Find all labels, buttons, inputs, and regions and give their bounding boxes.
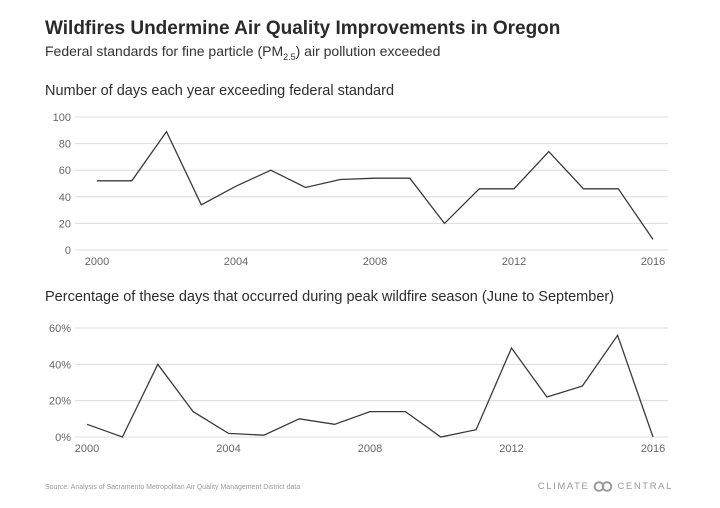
chart1-x-tick-label: 2004	[224, 256, 248, 268]
source-note: Source: Analysis of Sacramento Metropoli…	[45, 484, 301, 491]
chart1-y-tick-label: 0	[65, 245, 71, 257]
chart1-y-tick-label: 100	[53, 112, 71, 124]
chart1-x-tick-label: 2000	[85, 256, 109, 268]
brand-logo: CLIMATE CENTRAL	[538, 481, 673, 492]
chart1-y-tick-label: 60	[59, 165, 71, 177]
climate-central-logo-icon	[594, 481, 613, 492]
subtitle-pre: Federal standards for fine particle (PM	[45, 43, 284, 59]
chart-main-title: Wildfires Undermine Air Quality Improvem…	[45, 18, 561, 39]
subtitle-post: ) air pollution exceeded	[295, 43, 441, 59]
chart1-series-line	[97, 130, 654, 240]
chart1-x-tick-label: 2012	[502, 256, 526, 268]
brand-text-left: CLIMATE	[537, 481, 590, 492]
chart1-title: Number of days each year exceeding feder…	[45, 83, 395, 99]
days-exceeding-chart: 0 20 40 60 80 100 2000 2004 2008 2012 2016	[53, 112, 668, 268]
chart2-x-tick-label: 2016	[641, 443, 665, 455]
chart2-x-tick-label: 2012	[499, 443, 523, 455]
chart1-x-tick-label: 2008	[363, 256, 387, 268]
wildfire-season-percentage-chart: 0% 20% 40% 60% 2000 2004 2008 2012 2016	[49, 323, 668, 455]
chart2-y-tick-label: 20%	[49, 396, 71, 408]
chart2-y-tick-label: 0%	[55, 432, 71, 444]
chart1-x-tick-label: 2016	[641, 256, 665, 268]
subtitle-subscript: 2.5	[283, 51, 296, 62]
chart2-series-line	[86, 333, 654, 438]
chart-subtitle: Federal standards for fine particle (PM2…	[45, 43, 440, 62]
chart2-x-tick-label: 2000	[75, 443, 99, 455]
chart1-y-tick-label: 20	[59, 218, 71, 230]
chart2-y-tick-label: 60%	[49, 323, 71, 335]
chart1-y-tick-label: 80	[59, 139, 71, 151]
chart2-y-tick-label: 40%	[49, 359, 71, 371]
chart2-title: Percentage of these days that occurred d…	[45, 289, 615, 305]
chart2-x-tick-label: 2008	[358, 443, 382, 455]
chart2-x-tick-label: 2004	[216, 443, 240, 455]
brand-text-right: CENTRAL	[617, 481, 673, 492]
chart1-y-tick-label: 40	[59, 192, 71, 204]
